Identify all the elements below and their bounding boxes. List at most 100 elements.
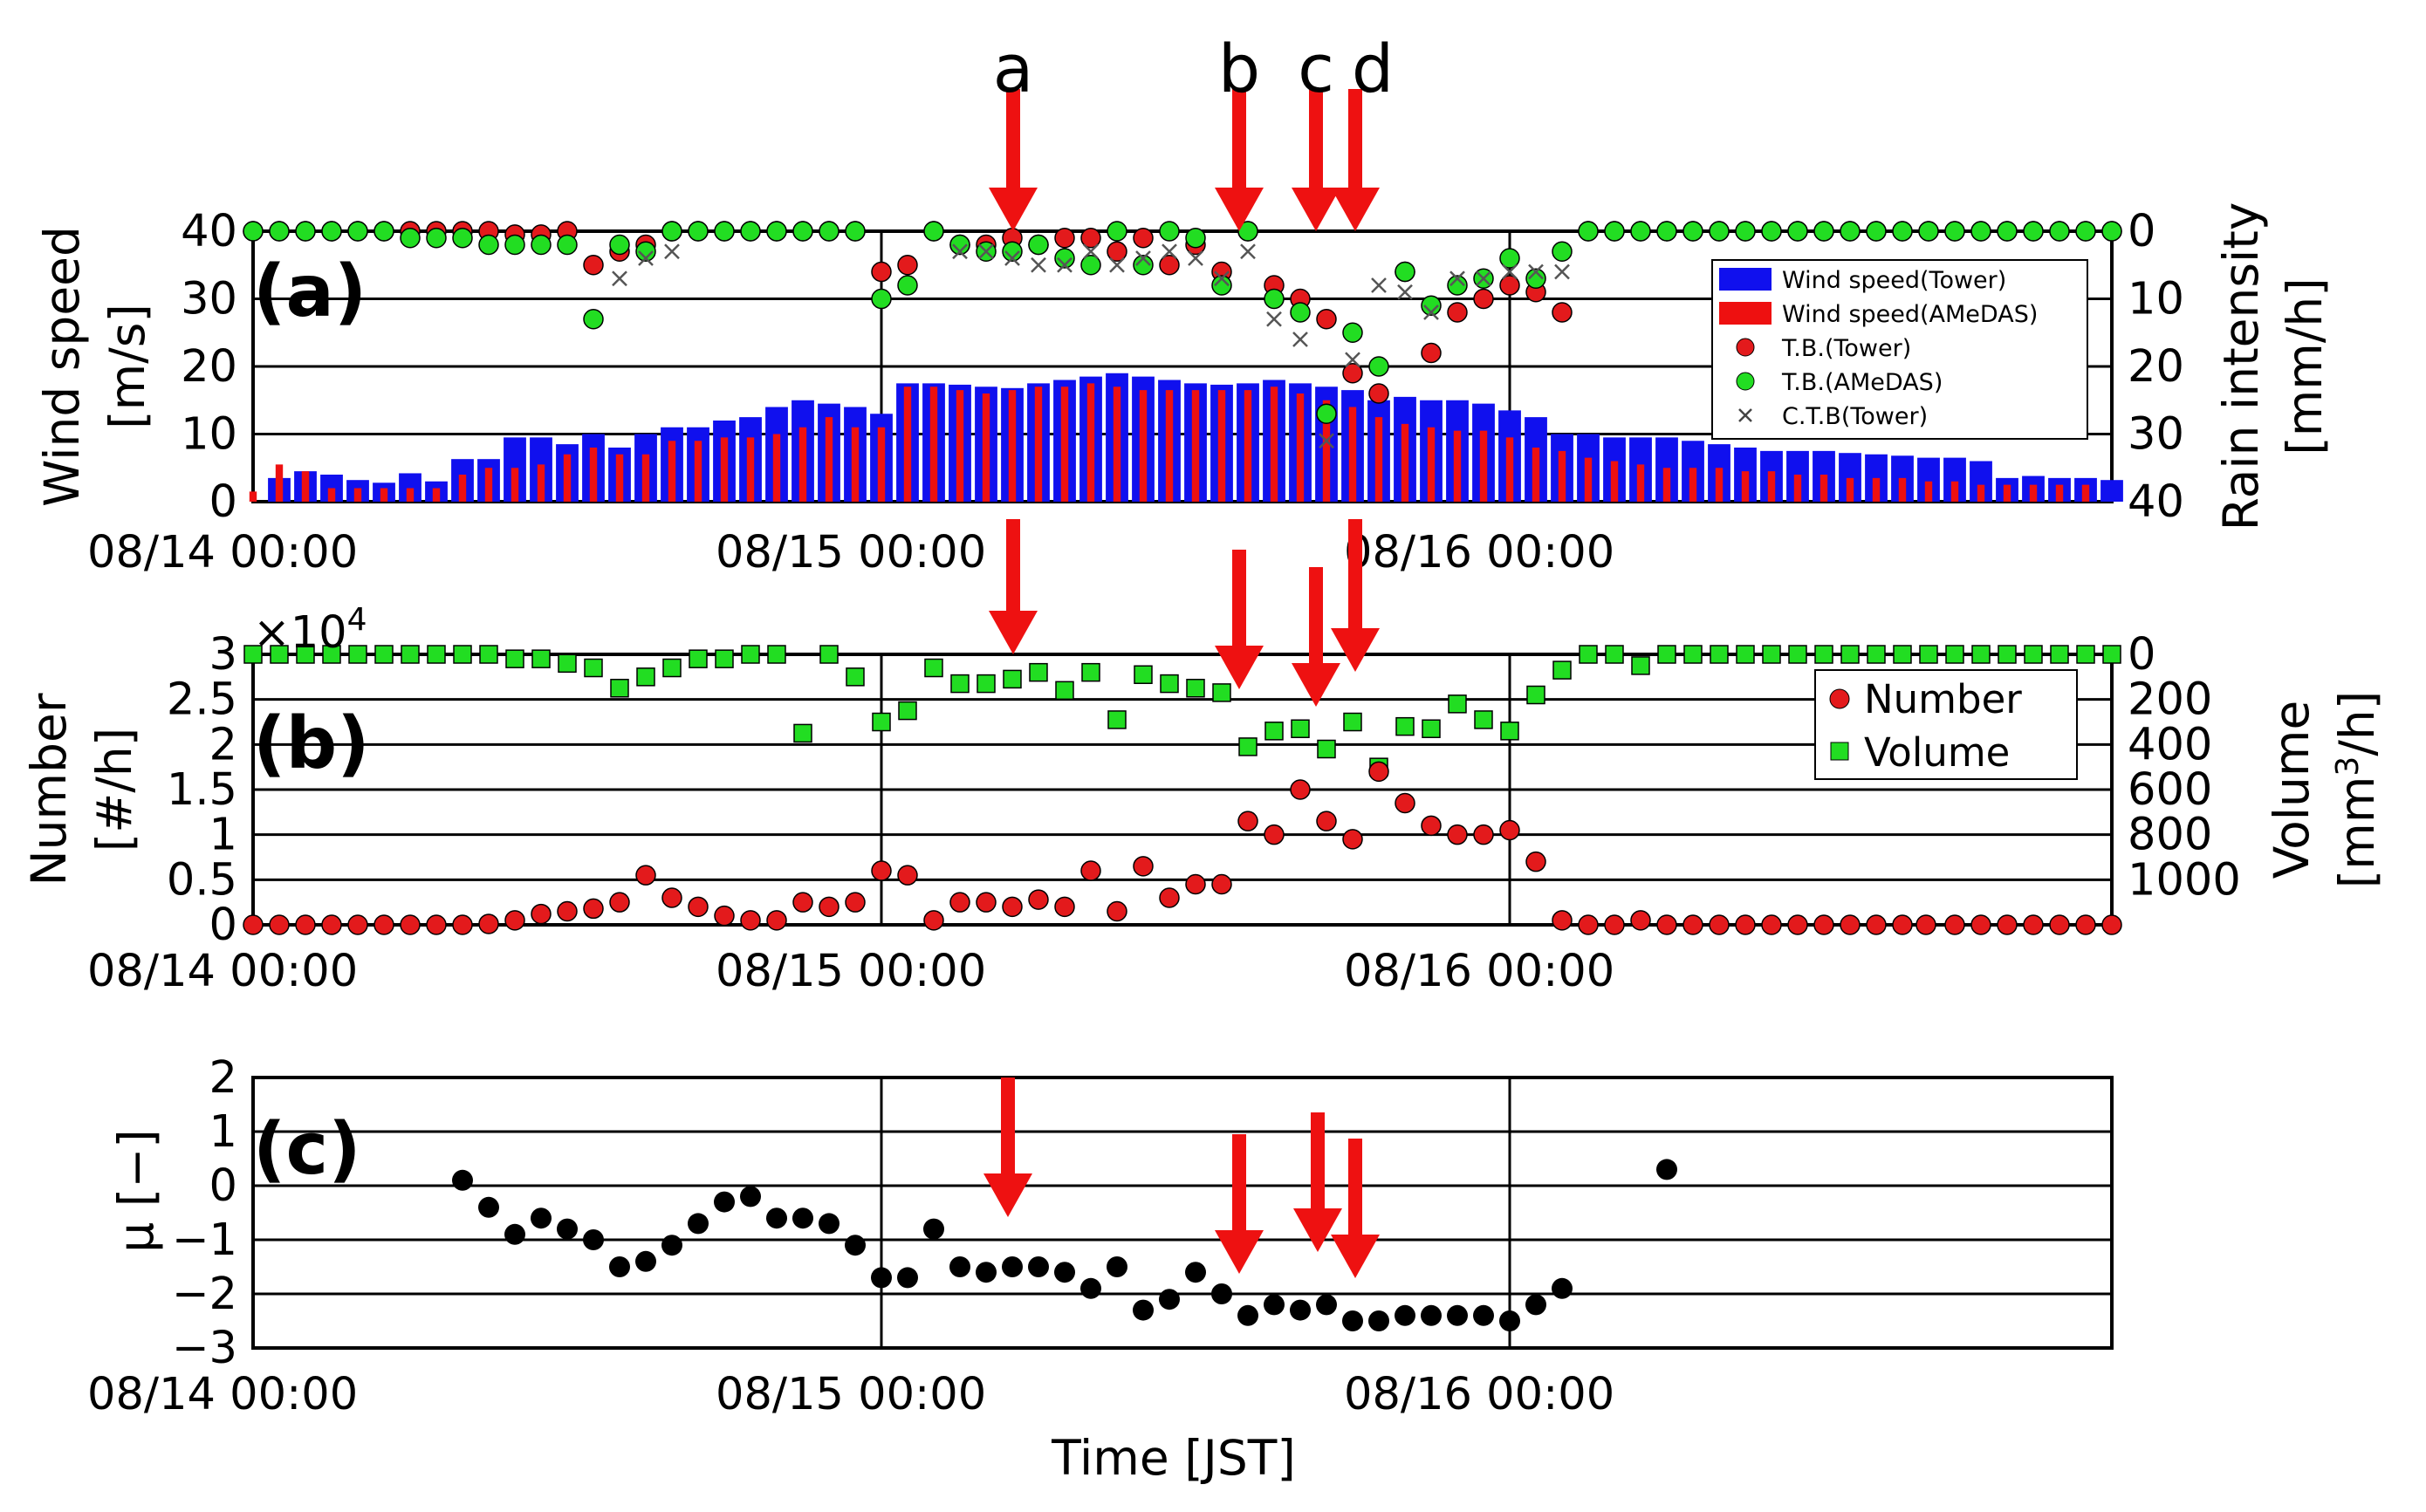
volume-point [872, 712, 891, 732]
mu-point [661, 1235, 682, 1256]
tb-amedas-point [1892, 221, 1913, 242]
tb-amedas-point [740, 221, 761, 242]
mu-point [1290, 1299, 1311, 1321]
volume-point [1840, 645, 1860, 664]
volume-point [689, 649, 708, 668]
ctb-tower-point [1319, 433, 1334, 449]
panel-b-y2tick-label: 800 [2128, 810, 2212, 861]
wind-amedas-bar [1479, 430, 1488, 502]
number-point [845, 892, 866, 913]
wind-amedas-bar [798, 427, 807, 502]
number-point [1944, 914, 1965, 935]
wind-amedas-bar [1505, 437, 1514, 502]
panel-a-y2tick-label: 30 [2128, 409, 2184, 461]
number-point [1028, 889, 1049, 910]
number-point [2101, 914, 2122, 935]
tb-amedas-point [347, 221, 368, 242]
mu-point [452, 1169, 473, 1191]
wind-amedas-bar [1898, 477, 1907, 502]
volume-point [924, 658, 943, 678]
tb-amedas-point [923, 221, 944, 242]
volume-point [1238, 737, 1258, 756]
ctb-tower-point [1449, 270, 1465, 287]
tb-amedas-point [1944, 221, 1965, 242]
number-point [373, 914, 394, 935]
tb-amedas-point [1761, 221, 1782, 242]
mu-point [1473, 1304, 1494, 1326]
wind-amedas-bar [1217, 390, 1226, 502]
ctb-tower-point [1188, 250, 1203, 266]
mu-point [976, 1262, 997, 1283]
volume-point [1736, 645, 1755, 664]
panel-a-y2label-line1: Rain intensity [2213, 202, 2269, 531]
tb-amedas-point [1211, 275, 1232, 296]
volume-point [1081, 662, 1100, 682]
legend-label: Number [1864, 676, 2022, 722]
wind-amedas-bar [1793, 475, 1802, 502]
tb-tower-point [583, 255, 604, 276]
wind-amedas-bar [1532, 448, 1540, 502]
mu-point [1002, 1256, 1023, 1277]
ctb-tower-point [612, 270, 627, 287]
number-point [1290, 779, 1311, 800]
legend-swatch-tb-tower [1736, 338, 1755, 357]
tb-amedas-point [1525, 268, 1546, 289]
legend-swatch-wind-amedas [1719, 302, 1772, 325]
volume-point [1526, 685, 1545, 705]
panel-b-xtick-label: 08/14 00:00 [87, 946, 358, 997]
wind-amedas-bar [1008, 390, 1017, 502]
legend-label: T.B.(AMeDAS) [1781, 369, 1943, 396]
tb-amedas-point [1578, 221, 1599, 242]
mu-point [1552, 1277, 1573, 1299]
panel-c-ytick-label: 0 [209, 1160, 237, 1212]
mu-point [740, 1186, 761, 1208]
wind-amedas-bar [1322, 400, 1331, 502]
tb-amedas-point [1630, 221, 1651, 242]
panel-b-ytick-label: 1.5 [167, 764, 237, 816]
volume-point [401, 645, 420, 664]
tb-tower-point [1133, 228, 1154, 249]
volume-point [741, 645, 760, 664]
tb-amedas-point [766, 221, 787, 242]
volume-point [1003, 669, 1022, 689]
number-point [1080, 860, 1101, 881]
tb-amedas-point [2075, 221, 2096, 242]
volume-point [898, 701, 917, 721]
volume-point [793, 723, 812, 743]
number-point [1656, 914, 1677, 935]
marker-label-b: b [1218, 30, 1260, 107]
volume-point [1683, 645, 1703, 664]
volume-point [2050, 645, 2069, 664]
tb-amedas-point [1970, 221, 1991, 242]
number-point [1342, 829, 1363, 850]
volume-point [1893, 645, 1912, 664]
volume-point [531, 649, 551, 668]
tb-amedas-point [504, 234, 525, 256]
mu-point [609, 1256, 630, 1277]
number-point [583, 898, 604, 920]
mu-point [845, 1235, 866, 1256]
panel-c-ylabel: μ [−] [108, 1129, 164, 1252]
number-point [1761, 914, 1782, 935]
panel-b-ytick-label: 0 [209, 900, 237, 951]
tb-amedas-point [1447, 275, 1468, 296]
tb-amedas-point [1866, 221, 1887, 242]
number-point [1682, 914, 1703, 935]
volume-point [977, 674, 996, 694]
tb-amedas-point [1395, 261, 1415, 283]
legend-label: C.T.B(Tower) [1782, 403, 1928, 430]
number-point [609, 892, 630, 913]
event-arrow-b-0-head [989, 611, 1038, 654]
mu-point [1342, 1310, 1363, 1331]
panel-b-y2tick-label: 200 [2128, 674, 2212, 726]
mu-point [766, 1208, 787, 1229]
mu-point [1028, 1256, 1049, 1277]
wind-amedas-bar [1689, 468, 1697, 502]
volume-point [453, 645, 472, 664]
wind-amedas-bar [1165, 390, 1174, 502]
panel-c-ytick-label: −1 [172, 1214, 237, 1266]
ctb-tower-point [1397, 284, 1413, 300]
wind-amedas-bar [1977, 484, 1985, 502]
